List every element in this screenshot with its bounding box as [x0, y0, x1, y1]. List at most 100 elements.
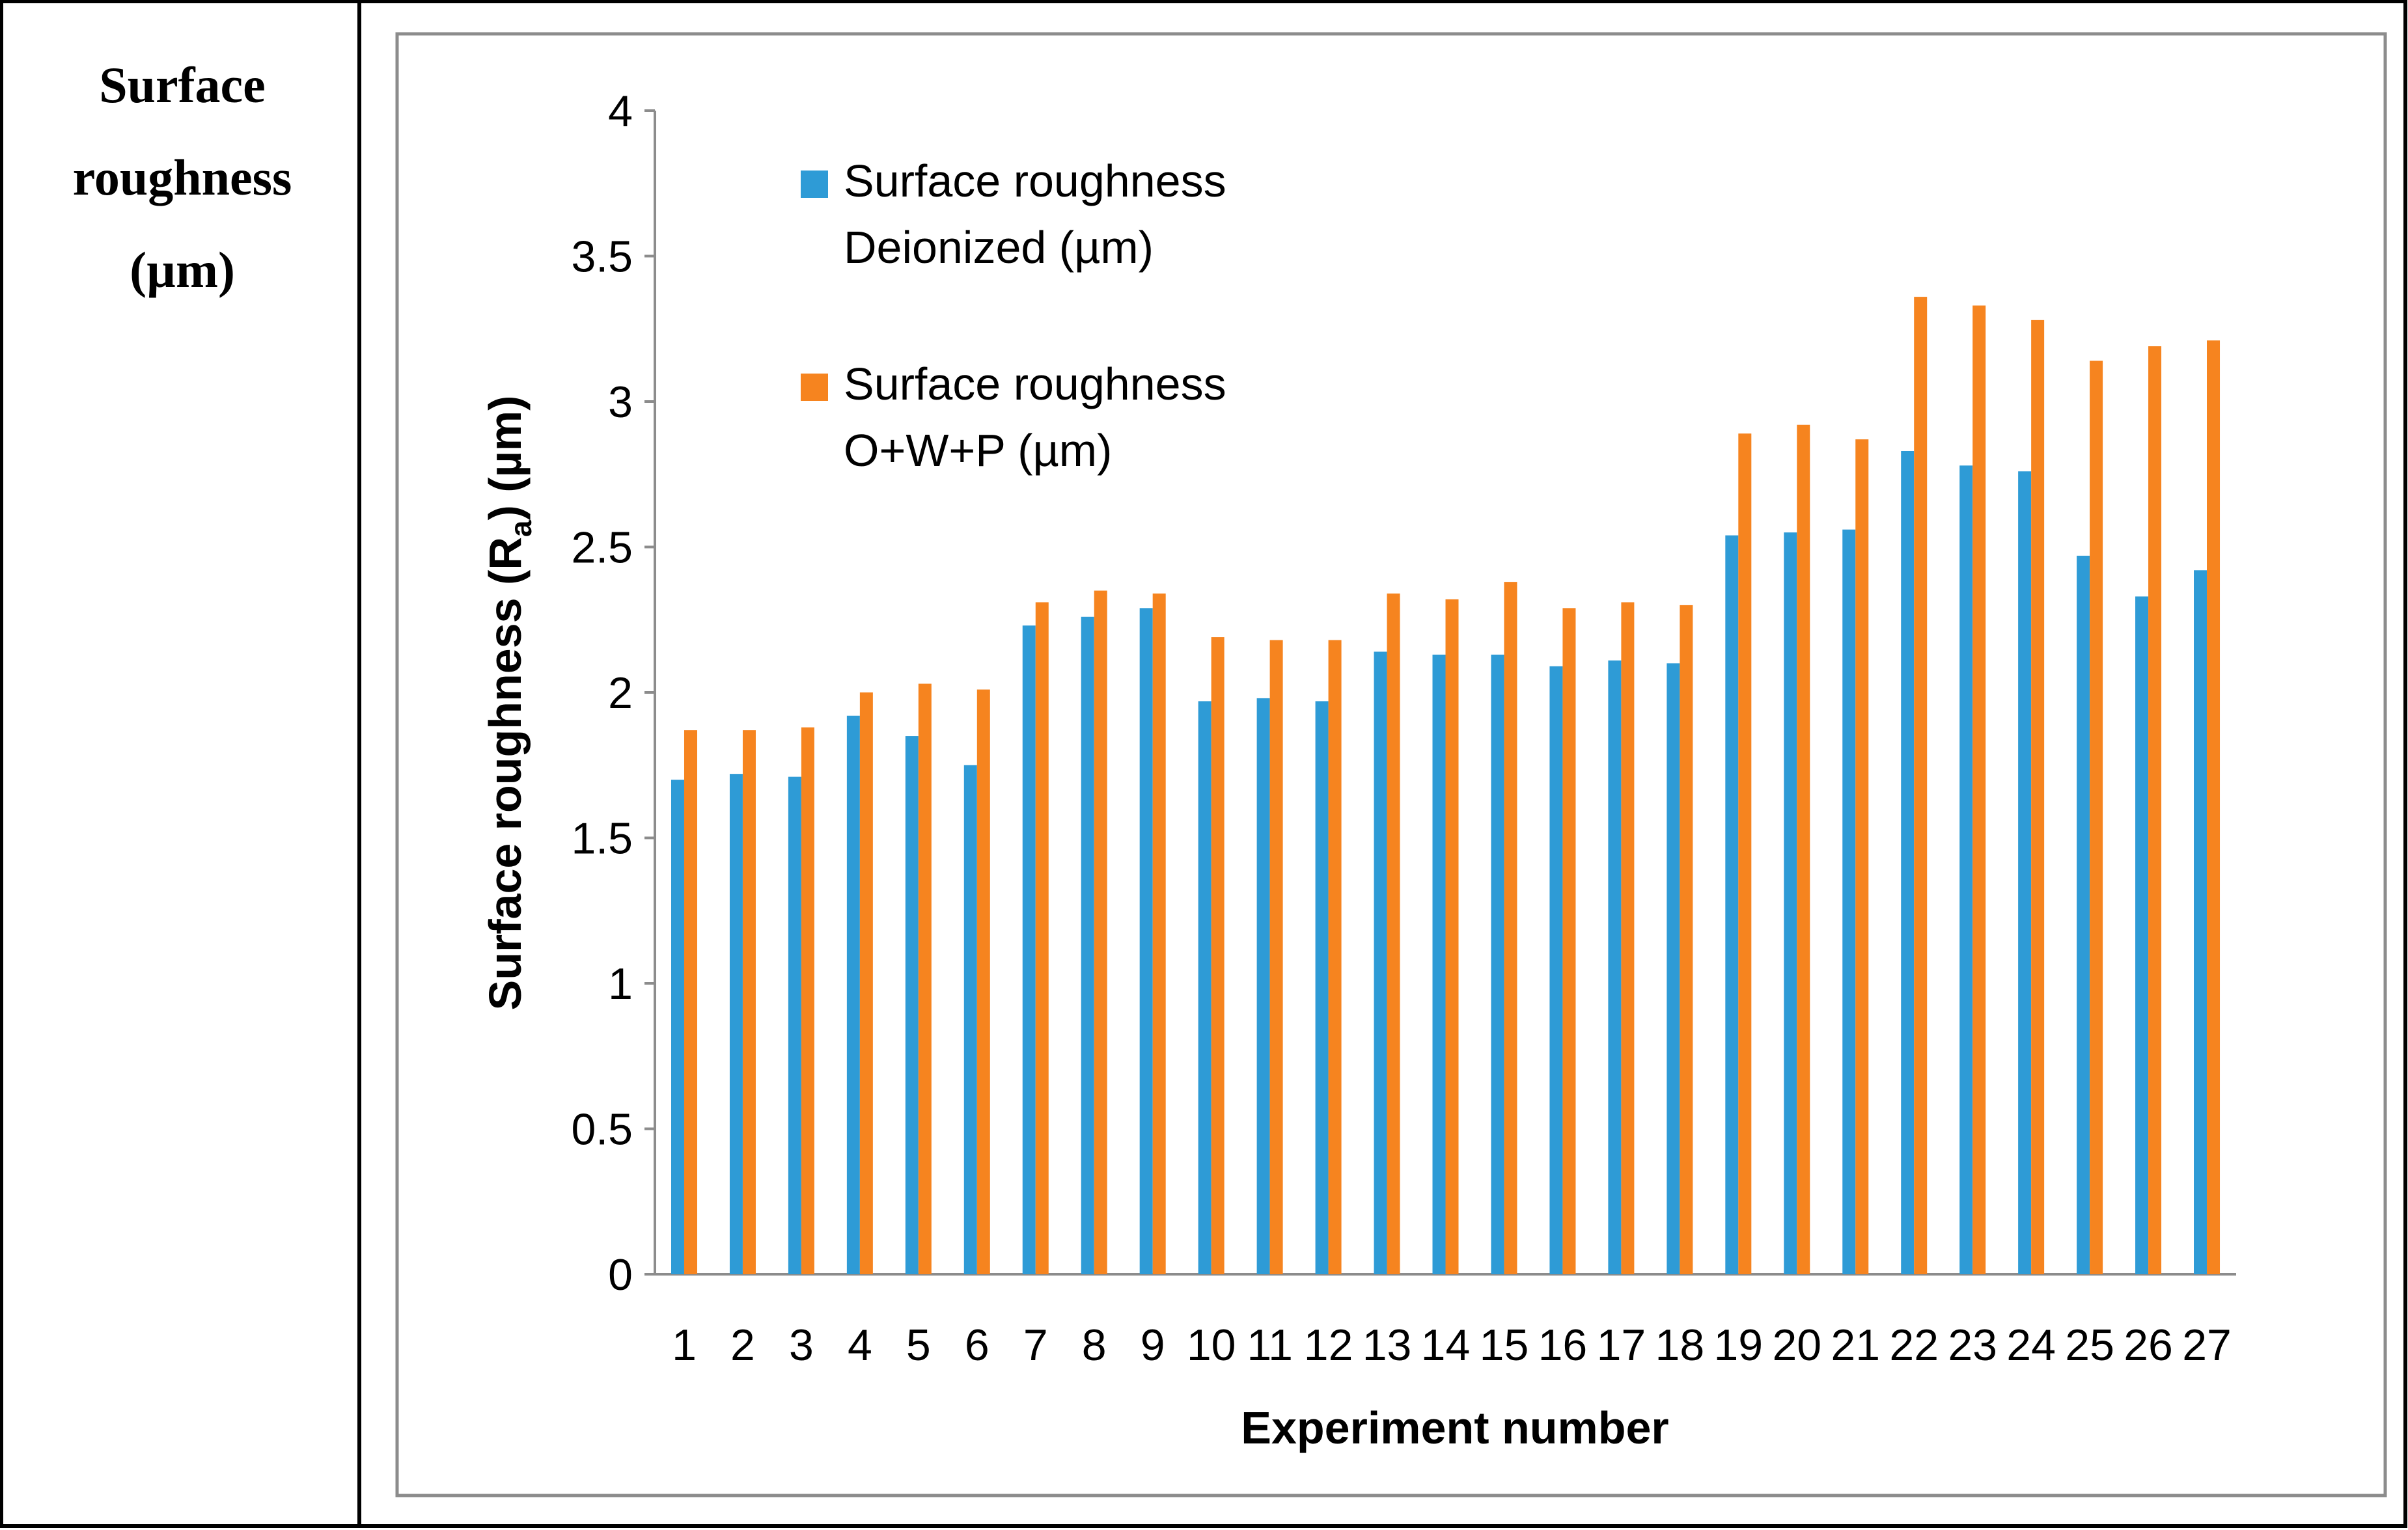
x-tick-label: 21 [1831, 1320, 1880, 1370]
bar-deionized [1784, 532, 1797, 1274]
y-tick-label: 1 [608, 959, 633, 1009]
chart-area-border [395, 32, 2387, 1497]
bar-owp [976, 689, 990, 1274]
bar-owp [1035, 602, 1049, 1275]
x-tick-label: 11 [1247, 1320, 1293, 1370]
bar-owp [1328, 640, 1342, 1274]
legend-label-deionized-line-1: Surface roughness [844, 156, 1226, 206]
x-tick-label: 24 [2006, 1320, 2056, 1370]
bar-deionized [1022, 625, 1036, 1274]
bar-deionized [1198, 701, 1211, 1274]
bar-owp [1445, 599, 1459, 1275]
bar-deionized [1842, 529, 1856, 1275]
bar-deionized [1315, 701, 1329, 1274]
bar-owp [1855, 439, 1869, 1274]
y-tick-label: 0.5 [571, 1105, 633, 1154]
y-tick-label: 3.5 [571, 232, 633, 282]
x-tick-label: 18 [1655, 1320, 1705, 1370]
bar-deionized [1725, 535, 1739, 1274]
bar-deionized [1549, 666, 1563, 1274]
bar-owp [1269, 640, 1283, 1274]
bar-deionized [729, 774, 743, 1274]
bar-owp [1738, 433, 1752, 1275]
bar-deionized [2018, 471, 2032, 1274]
x-axis-title: Experiment number [1241, 1402, 1668, 1453]
x-tick-labels: 1 2 3 4 5 6 7 8 9 10 11 12 13 14 15 16 17 18 19 20 21 22 23 24 2… [672, 1320, 2232, 1370]
bar-owp [1621, 602, 1635, 1275]
y-axis-title-tail: ) (µm) [480, 396, 531, 521]
x-tick-label: 13 [1363, 1320, 1412, 1370]
y-tick-label: 2.5 [571, 523, 633, 573]
bar-owp [1211, 637, 1225, 1274]
x-tick-label: 7 [1023, 1320, 1048, 1370]
bar-deionized [1608, 660, 1622, 1274]
x-tick-label: 6 [965, 1320, 989, 1370]
bar-deionized [905, 736, 919, 1274]
legend-swatch-deionized [801, 171, 828, 198]
y-axis-title-subscript: a [504, 520, 538, 537]
row-label-line-1: Surface [99, 57, 266, 113]
bar-deionized [1667, 663, 1680, 1274]
x-tick-label: 19 [1713, 1320, 1763, 1370]
x-tick-label: 12 [1304, 1320, 1353, 1370]
bar-owp [801, 727, 814, 1274]
y-axis-title: Surface roughness (Ra) (µm) [480, 396, 538, 1011]
bar-owp [1914, 297, 1928, 1275]
bar-owp [2207, 340, 2221, 1274]
x-tick-label: 5 [906, 1320, 931, 1370]
bar-deionized [1139, 608, 1153, 1274]
bar-owp [1562, 608, 1576, 1274]
bar-owp [1680, 605, 1693, 1274]
legend-swatch-owp [801, 374, 828, 401]
x-tick-label: 3 [789, 1320, 814, 1370]
row-label-line-3: (µm) [130, 241, 235, 298]
legend-label-deionized-line-2: Deionized (µm) [844, 222, 1154, 273]
y-tick-label: 1.5 [571, 814, 633, 864]
x-tick-label: 14 [1421, 1320, 1471, 1370]
y-tick-label: 0 [608, 1250, 633, 1300]
bar-deionized [671, 780, 684, 1274]
row-label: Surface roughness (µm) [13, 39, 352, 316]
bars [671, 297, 2221, 1275]
legend-label-owp-line-2: O+W+P (µm) [844, 425, 1112, 476]
bar-deionized [1959, 465, 1973, 1274]
x-tick-label: 10 [1187, 1320, 1236, 1370]
x-tick-label: 9 [1141, 1320, 1165, 1370]
x-tick-label: 27 [2182, 1320, 2232, 1370]
bar-deionized [1901, 450, 1915, 1274]
bar-owp [918, 683, 932, 1274]
bar-deionized [1374, 651, 1387, 1274]
bar-owp [2031, 320, 2045, 1275]
x-tick-label: 2 [730, 1320, 755, 1370]
bar-deionized [846, 715, 860, 1274]
bar-deionized [963, 765, 977, 1274]
bar-owp [1504, 582, 1517, 1274]
bar-owp [684, 730, 697, 1274]
row-label-line-2: roughness [72, 149, 292, 206]
legend-label-owp-line-1: Surface roughness [844, 359, 1226, 409]
bar-owp [2148, 346, 2162, 1274]
y-tick-labels: 0 0.5 1 1.5 2 2.5 3 3.5 4 [571, 87, 633, 1300]
y-tick-label: 3 [608, 377, 633, 427]
bar-deionized [1256, 698, 1270, 1274]
y-tick-label: 4 [608, 87, 633, 136]
y-tick-label: 2 [608, 668, 633, 718]
x-tick-label: 22 [1889, 1320, 1939, 1370]
bar-deionized [2077, 555, 2090, 1275]
bar-deionized [788, 776, 801, 1274]
x-tick-label: 17 [1597, 1320, 1646, 1370]
bar-deionized [1432, 654, 1446, 1274]
x-tick-label: 25 [2065, 1320, 2114, 1370]
bar-deionized [1491, 654, 1504, 1274]
bar-deionized [1081, 616, 1094, 1274]
x-tick-label: 20 [1772, 1320, 1821, 1370]
bar-owp [859, 692, 873, 1274]
bar-owp [2090, 361, 2103, 1275]
x-tick-label: 8 [1082, 1320, 1107, 1370]
bar-owp [1797, 424, 1810, 1274]
bar-owp [1387, 594, 1400, 1274]
bar-owp [1152, 594, 1166, 1274]
